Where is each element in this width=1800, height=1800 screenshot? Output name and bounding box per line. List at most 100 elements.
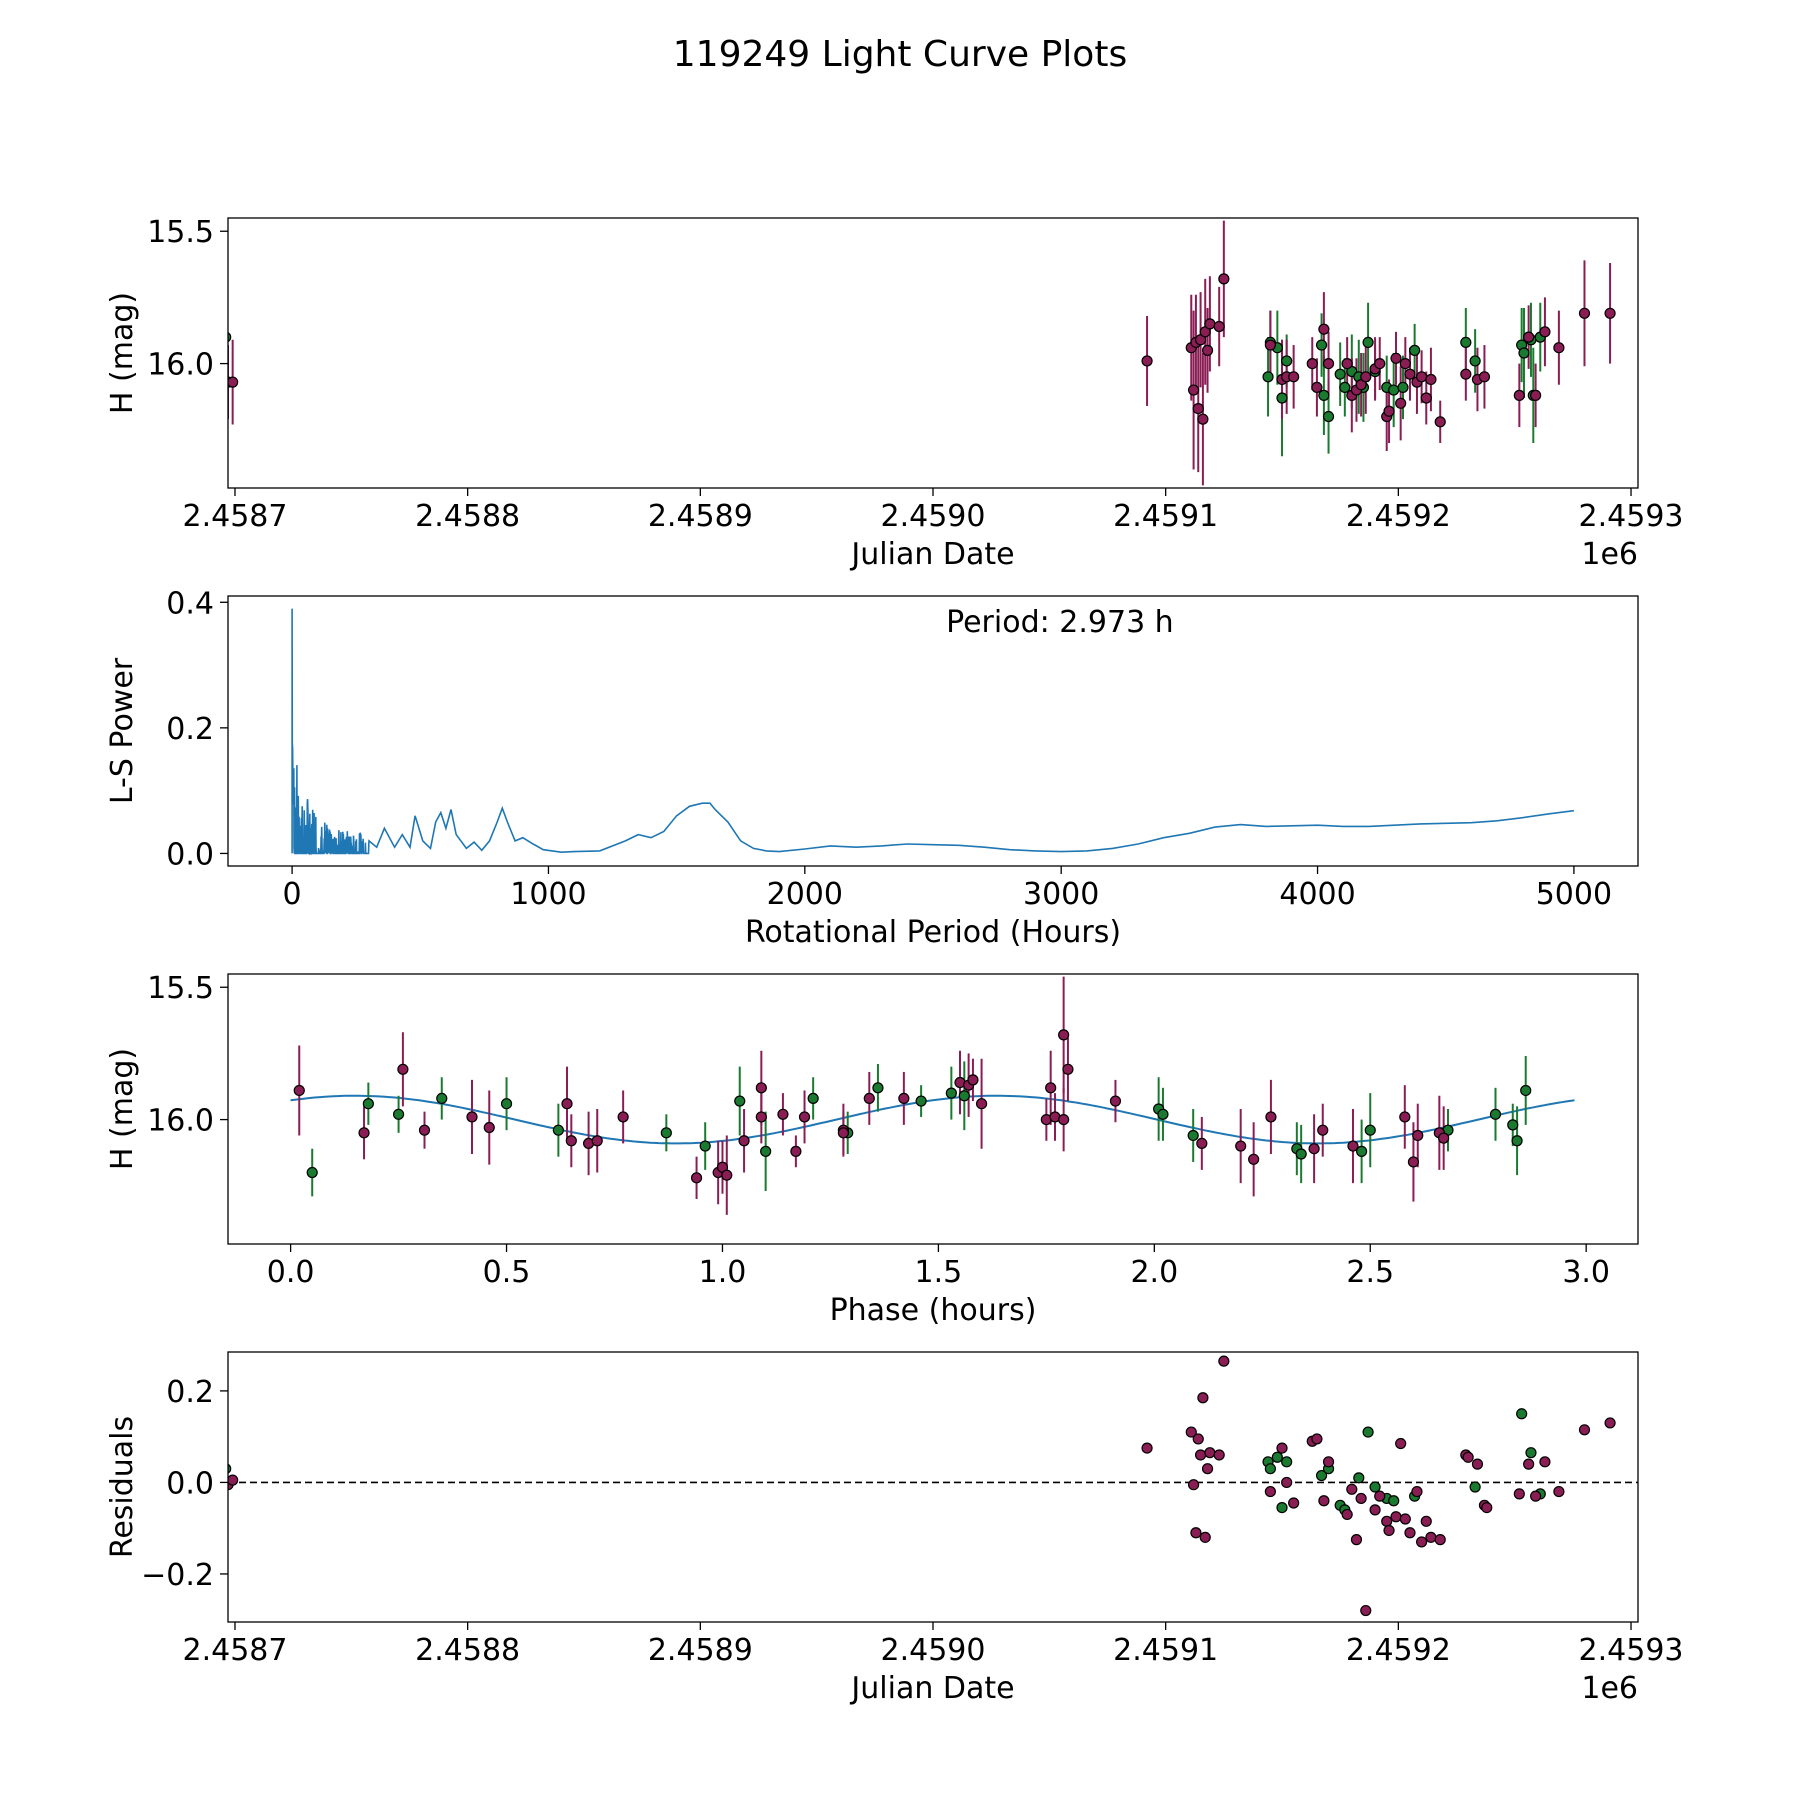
residuals-point-purple bbox=[1311, 1433, 1323, 1445]
residuals-point-purple bbox=[1350, 1534, 1363, 1546]
periodogram-frame bbox=[227, 595, 1639, 867]
periodogram-plot-area bbox=[291, 608, 1574, 856]
residuals-point-purple bbox=[1322, 1456, 1335, 1468]
periodogram-panel: 0 1000 2000 3000 4000 5000 0.0 0.2 0.4 Rotational… bbox=[105, 586, 1639, 950]
light-curve-plot-area bbox=[228, 220, 1616, 486]
residuals-point-purple bbox=[1411, 1485, 1423, 1498]
phase-fold-point-green bbox=[500, 1098, 513, 1110]
light-curve-point-purple bbox=[1288, 371, 1300, 383]
residuals-ytick-label: 0.2 bbox=[166, 1375, 214, 1410]
phase-fold-point-purple bbox=[1109, 1095, 1122, 1107]
residuals-point-purple bbox=[1604, 1417, 1616, 1429]
phase-fold-point-green bbox=[1520, 1084, 1532, 1097]
periodogram-xtick-label: 5000 bbox=[1536, 877, 1612, 912]
periodogram-xtick-label: 1000 bbox=[510, 877, 586, 912]
phase-fold-point-purple bbox=[690, 1172, 703, 1184]
light-curve-point-purple bbox=[1530, 389, 1542, 401]
phase-fold-point-purple bbox=[483, 1121, 495, 1134]
phase-fold-point-green bbox=[392, 1108, 405, 1120]
residuals-xtick-label: 2.4592 bbox=[1346, 1633, 1451, 1668]
light-curve-point-purple bbox=[1264, 339, 1276, 351]
light-curve-point-purple bbox=[1383, 405, 1395, 417]
light-curve-point-purple bbox=[1404, 368, 1416, 380]
residuals-point-purple bbox=[1420, 1515, 1432, 1527]
phase-fold-point-purple bbox=[561, 1098, 573, 1110]
residuals-point-purple bbox=[1360, 1604, 1372, 1617]
phase-fold-point-green bbox=[552, 1124, 564, 1136]
light-curve-point-purple bbox=[1204, 318, 1216, 330]
phase-fold-panel: 0.0 0.5 1.0 1.5 2.0 2.5 3.0 16.0 15.5 Phase (hour… bbox=[105, 971, 1639, 1328]
light-curve-point-purple bbox=[1460, 368, 1472, 380]
light-curve-x-offset-label: 1e6 bbox=[1581, 537, 1638, 572]
light-curve-panel: 2.4587 2.4588 2.4589 2.4590 2.4591 2.4592 2.45… bbox=[105, 215, 1684, 572]
residuals-point-purple bbox=[1288, 1497, 1300, 1509]
phase-fold-point-green bbox=[1364, 1124, 1376, 1136]
residuals-point-green bbox=[1353, 1472, 1365, 1484]
phase-fold-point-purple bbox=[293, 1084, 305, 1097]
phase-fold-point-green bbox=[734, 1095, 746, 1107]
phase-fold-point-green bbox=[362, 1098, 374, 1110]
light-curve-point-purple bbox=[1197, 413, 1209, 425]
residuals-point-purple bbox=[1355, 1492, 1367, 1505]
residuals-plot-area bbox=[228, 1355, 1638, 1617]
residuals-point-green bbox=[1369, 1481, 1381, 1493]
periodogram-xtick-label: 3000 bbox=[1023, 877, 1099, 912]
phase-fold-point-purple bbox=[967, 1074, 979, 1086]
phase-fold-xtick-label: 1.0 bbox=[699, 1255, 747, 1290]
residuals-point-purple bbox=[1471, 1458, 1484, 1470]
residuals-point-purple bbox=[1481, 1501, 1493, 1514]
residuals-point-green bbox=[1388, 1495, 1400, 1507]
phase-fold-point-green bbox=[945, 1087, 957, 1099]
light-curve-point-green bbox=[1315, 339, 1328, 351]
residuals-point-purple bbox=[1381, 1515, 1393, 1527]
phase-fold-point-purple bbox=[418, 1124, 431, 1136]
light-curve-xtick-label: 2.4590 bbox=[881, 499, 986, 534]
residuals-point-green bbox=[1516, 1408, 1528, 1420]
light-curve-point-purple bbox=[1141, 355, 1153, 367]
light-curve-point-purple bbox=[1341, 357, 1353, 370]
light-curve-point-purple bbox=[1390, 352, 1402, 364]
residuals-ytick-label: −0.2 bbox=[141, 1558, 214, 1593]
phase-fold-frame bbox=[227, 973, 1639, 1245]
residuals-point-purple bbox=[1383, 1524, 1395, 1537]
periodogram-ylabel: L-S Power bbox=[105, 657, 140, 804]
residuals-xtick-label: 2.4588 bbox=[415, 1633, 520, 1668]
residuals-point-purple bbox=[1578, 1424, 1591, 1436]
phase-fold-point-green bbox=[807, 1092, 819, 1105]
residuals-point-purple bbox=[228, 1474, 239, 1486]
phase-fold-point-purple bbox=[1058, 1113, 1070, 1126]
light-curve-point-purple bbox=[228, 376, 239, 388]
light-curve-point-purple bbox=[1311, 381, 1323, 394]
residuals-point-green bbox=[228, 1463, 232, 1474]
residuals-point-purple bbox=[1462, 1451, 1474, 1463]
residuals-point-purple bbox=[1187, 1479, 1200, 1491]
phase-fold-point-purple bbox=[755, 1082, 767, 1094]
residuals-xtick-label: 2.4591 bbox=[1113, 1633, 1218, 1668]
phase-fold-point-green bbox=[1187, 1129, 1199, 1142]
light-curve-ytick-label: 16.0 bbox=[147, 348, 214, 383]
phase-fold-point-green bbox=[1511, 1135, 1523, 1147]
residuals-point-green bbox=[1281, 1456, 1293, 1468]
light-curve-point-green bbox=[1262, 371, 1274, 383]
light-curve-point-purple bbox=[1318, 323, 1330, 335]
light-curve-point-green bbox=[1281, 355, 1293, 367]
residuals-ylabel: Residuals bbox=[105, 1416, 140, 1558]
phase-fold-point-purple bbox=[617, 1111, 629, 1123]
residuals-point-green bbox=[1271, 1451, 1283, 1463]
residuals-xtick-label: 2.4590 bbox=[881, 1633, 986, 1668]
residuals-point-purple bbox=[1434, 1534, 1446, 1546]
phase-fold-point-purple bbox=[1438, 1132, 1450, 1144]
residuals-point-purple bbox=[1404, 1527, 1416, 1539]
phase-fold-point-green bbox=[958, 1090, 970, 1102]
light-curve-point-purple bbox=[1523, 331, 1535, 343]
residuals-point-purple bbox=[1204, 1447, 1216, 1459]
periodogram-period-annotation: Period: 2.973 h bbox=[946, 605, 1174, 640]
residuals-point-purple bbox=[1199, 1531, 1211, 1543]
periodogram-ytick-label: 0.0 bbox=[166, 837, 214, 872]
residuals-point-purple bbox=[1276, 1442, 1288, 1454]
residuals-point-purple bbox=[1281, 1476, 1293, 1489]
residuals-point-purple bbox=[1318, 1495, 1330, 1507]
residuals-point-purple bbox=[1530, 1490, 1542, 1502]
residuals-point-purple bbox=[1539, 1456, 1551, 1468]
